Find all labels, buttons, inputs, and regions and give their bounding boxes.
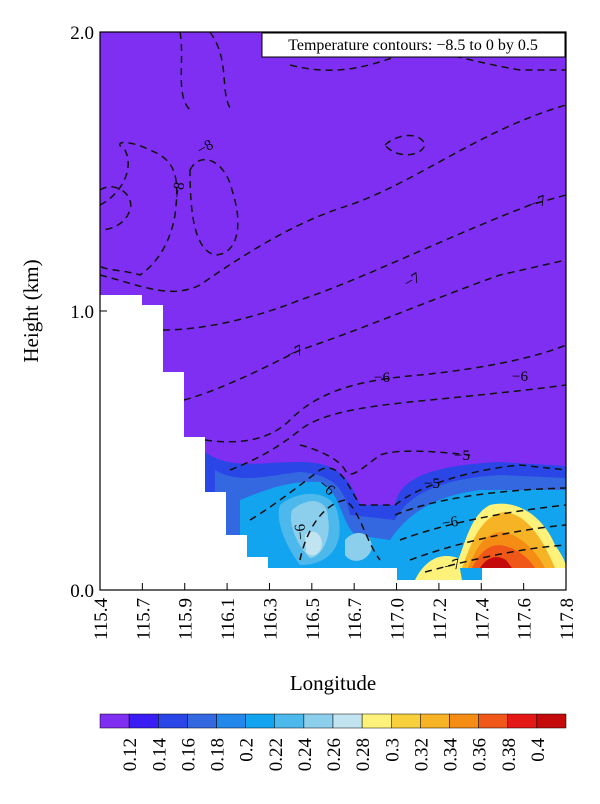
colorbar-box	[274, 713, 305, 729]
colorbar-box	[536, 713, 567, 729]
x-tick-label: 117.6	[515, 598, 536, 640]
colorbar-box	[478, 713, 508, 729]
colorbar-tick-label: 0.38	[499, 738, 520, 771]
contour-line	[399, 504, 567, 573]
colorbar-box	[303, 713, 334, 729]
contour-line	[183, 259, 567, 401]
contour-line	[99, 141, 178, 276]
contour-label: −6	[512, 369, 528, 385]
x-tick-label: 116.7	[345, 598, 366, 640]
x-tick-label: 117.2	[430, 598, 451, 640]
x-axis-label: Longitude	[290, 671, 376, 695]
colorbar-tick-label: 0.3	[382, 738, 403, 762]
x-tick-label: 117.8	[557, 598, 578, 640]
colorbar-box	[332, 713, 363, 729]
colorbar-box	[158, 713, 188, 729]
annotation: Temperature contours: −8.5 to 0 by 0.5	[288, 37, 538, 54]
contour-line	[179, 31, 231, 111]
x-tick-label: 117.0	[388, 598, 409, 640]
field-region	[305, 531, 322, 556]
colorbar-tick-label: 0.12	[120, 738, 141, 771]
contour-line	[249, 464, 567, 521]
colorbar-box	[187, 713, 217, 729]
contour-label: −5	[424, 476, 440, 492]
contour-line	[99, 186, 132, 231]
colorbar-box	[245, 713, 275, 729]
colorbar-tick-label: 0.32	[411, 738, 432, 771]
contour-line	[204, 344, 567, 443]
x-tick-label: 115.9	[176, 598, 197, 640]
field-region	[345, 533, 372, 561]
colorbar-tick-label: 0.2	[237, 738, 258, 762]
colorbar-tick-label: 0.16	[178, 738, 199, 771]
colorbar-tick-label: 0.26	[324, 738, 345, 771]
colorbar-tick-label: 0.28	[353, 738, 374, 771]
contour-line	[229, 384, 567, 471]
terrain	[100, 295, 566, 590]
colorbar: 0.12 0.14 0.16 0.18 0.2 0.22 0.24 0.26 0.28 0.3 0.…	[99, 713, 567, 772]
colorbar-tick-label: 0.4	[528, 738, 549, 762]
contour-label: −8	[195, 137, 217, 159]
x-tick-label: 116.3	[260, 598, 281, 640]
x-tick-label: 116.1	[218, 598, 239, 640]
y-tick-label: 2.0	[70, 23, 94, 44]
colorbar-tick-label: 0.24	[295, 738, 316, 772]
colorbar-box	[449, 713, 479, 729]
contour-label: −6	[441, 514, 460, 533]
contour-line	[384, 134, 426, 156]
colorbar-tick-label: 0.36	[470, 738, 491, 771]
contour-line	[189, 158, 239, 256]
colorbar-tick-label: 0.14	[149, 738, 170, 772]
contour-line	[99, 104, 567, 293]
contour-label: −7	[285, 342, 307, 363]
x-tick-label: 115.4	[91, 598, 112, 641]
terrain-mask	[100, 295, 566, 590]
colorbar-box	[128, 713, 159, 729]
colorbar-box	[507, 713, 538, 729]
contour-label: −8	[170, 181, 189, 200]
contour-line	[162, 194, 567, 331]
contour-label: −6	[292, 523, 309, 541]
colorbar-tick-label: 0.34	[441, 738, 462, 772]
colorbar-tick-label: 0.18	[208, 738, 229, 771]
x-tick-label: 116.5	[303, 598, 324, 640]
y-axis-label: Height (km)	[19, 259, 43, 362]
contour-label: −7	[402, 270, 424, 292]
contour-label: −7	[442, 556, 462, 576]
colorbar-box	[420, 713, 450, 729]
annotation-box	[261, 32, 566, 58]
y-tick-label: 1.0	[70, 302, 94, 323]
field-region	[480, 557, 512, 568]
colorbar-tick-label: 0.22	[266, 738, 287, 771]
colorbar-box	[216, 713, 246, 729]
contour-label: −5	[454, 448, 470, 464]
axes: 115.4 115.7 115.9 116.1 116.3 116.5 116.7 117.0…	[70, 23, 578, 640]
colorbar-box	[99, 713, 130, 729]
contour-label: −6	[374, 370, 390, 386]
x-tick-label: 115.7	[133, 598, 154, 640]
colorbar-box	[391, 713, 421, 729]
colorbar-box	[361, 713, 392, 729]
y-tick-label: 0.0	[70, 581, 94, 602]
x-tick-label: 117.4	[472, 598, 493, 641]
contour-label: −7	[528, 193, 549, 214]
contour-line	[299, 487, 567, 561]
